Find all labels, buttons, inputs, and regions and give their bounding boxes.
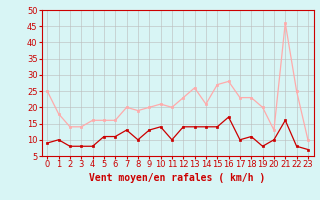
- X-axis label: Vent moyen/en rafales ( km/h ): Vent moyen/en rafales ( km/h ): [90, 173, 266, 183]
